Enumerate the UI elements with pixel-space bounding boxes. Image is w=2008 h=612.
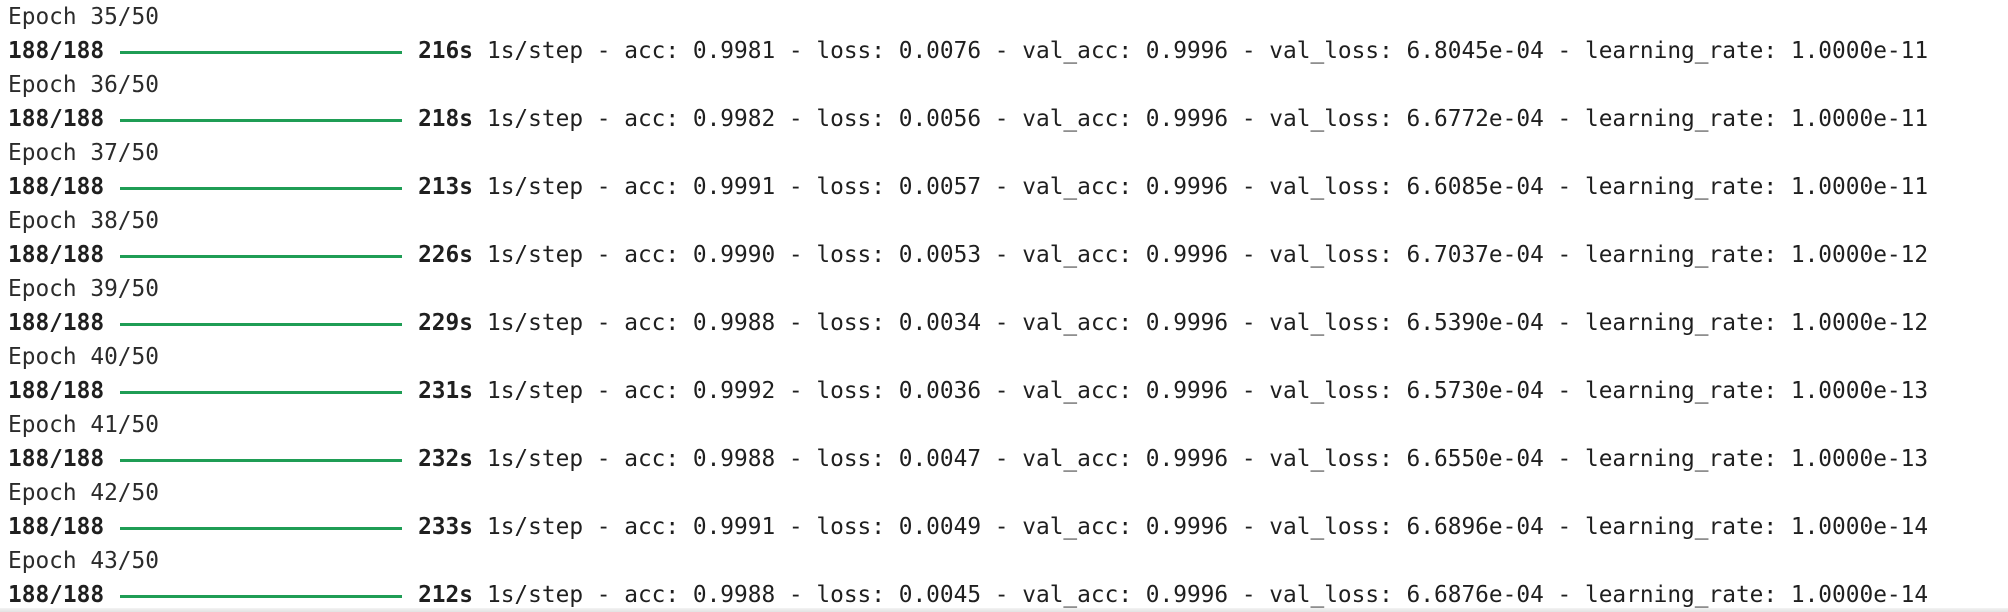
epoch-header: Epoch 41/50 (8, 412, 159, 438)
epoch-metrics: 1s/step - acc: 0.9981 - loss: 0.0076 - v… (486, 38, 1929, 64)
epoch-metrics: 1s/step - acc: 0.9988 - loss: 0.0047 - v… (486, 446, 1929, 472)
epoch-metrics: 1s/step - acc: 0.9982 - loss: 0.0056 - v… (486, 106, 1929, 132)
epoch-duration: 226s (418, 242, 473, 268)
epoch-duration: 213s (418, 174, 473, 200)
epoch-duration: 232s (418, 446, 473, 472)
progress-bar (120, 322, 403, 326)
progress-row: 188/188 232s 1s/step - acc: 0.9988 - los… (8, 442, 2008, 476)
epoch-header: Epoch 43/50 (8, 548, 159, 574)
progress-bar (120, 458, 403, 462)
progress-bar (120, 118, 403, 122)
progress-row: 188/188 213s 1s/step - acc: 0.9991 - los… (8, 170, 2008, 204)
epoch-metrics: 1s/step - acc: 0.9991 - loss: 0.0057 - v… (486, 174, 1929, 200)
epoch-duration: 212s (418, 582, 473, 608)
epoch-header: Epoch 37/50 (8, 140, 159, 166)
epoch-duration: 229s (418, 310, 473, 336)
epoch-header: Epoch 36/50 (8, 72, 159, 98)
progress-row: 188/188 212s 1s/step - acc: 0.9988 - los… (8, 578, 2008, 612)
epoch-metrics: 1s/step - acc: 0.9988 - loss: 0.0034 - v… (486, 310, 1929, 336)
epoch-duration: 233s (418, 514, 473, 540)
step-counter: 188/188 (8, 174, 105, 200)
epoch-header: Epoch 40/50 (8, 344, 159, 370)
progress-row: 188/188 226s 1s/step - acc: 0.9990 - los… (8, 238, 2008, 272)
progress-row: 188/188 229s 1s/step - acc: 0.9988 - los… (8, 306, 2008, 340)
training-log-output: Epoch 35/50 188/188 216s 1s/step - acc: … (8, 0, 2008, 612)
epoch-header: Epoch 38/50 (8, 208, 159, 234)
progress-bar (120, 186, 403, 190)
epoch-duration: 216s (418, 38, 473, 64)
progress-row: 188/188 216s 1s/step - acc: 0.9981 - los… (8, 34, 2008, 68)
epoch-metrics: 1s/step - acc: 0.9991 - loss: 0.0049 - v… (486, 514, 1929, 540)
progress-row: 188/188 233s 1s/step - acc: 0.9991 - los… (8, 510, 2008, 544)
step-counter: 188/188 (8, 106, 105, 132)
step-counter: 188/188 (8, 582, 105, 608)
epoch-metrics: 1s/step - acc: 0.9992 - loss: 0.0036 - v… (486, 378, 1929, 404)
scroll-edge-shadow (0, 608, 2008, 612)
progress-row: 188/188 218s 1s/step - acc: 0.9982 - los… (8, 102, 2008, 136)
epoch-header: Epoch 39/50 (8, 276, 159, 302)
epoch-metrics: 1s/step - acc: 0.9990 - loss: 0.0053 - v… (486, 242, 1929, 268)
epoch-duration: 218s (418, 106, 473, 132)
epoch-duration: 231s (418, 378, 473, 404)
step-counter: 188/188 (8, 242, 105, 268)
progress-bar (120, 594, 403, 598)
step-counter: 188/188 (8, 514, 105, 540)
progress-bar (120, 390, 403, 394)
progress-row: 188/188 231s 1s/step - acc: 0.9992 - los… (8, 374, 2008, 408)
epoch-header: Epoch 35/50 (8, 4, 159, 30)
step-counter: 188/188 (8, 310, 105, 336)
progress-bar (120, 526, 403, 530)
epoch-header: Epoch 42/50 (8, 480, 159, 506)
step-counter: 188/188 (8, 378, 105, 404)
step-counter: 188/188 (8, 38, 105, 64)
progress-bar (120, 254, 403, 258)
progress-bar (120, 50, 403, 54)
epoch-metrics: 1s/step - acc: 0.9988 - loss: 0.0045 - v… (486, 582, 1929, 608)
step-counter: 188/188 (8, 446, 105, 472)
